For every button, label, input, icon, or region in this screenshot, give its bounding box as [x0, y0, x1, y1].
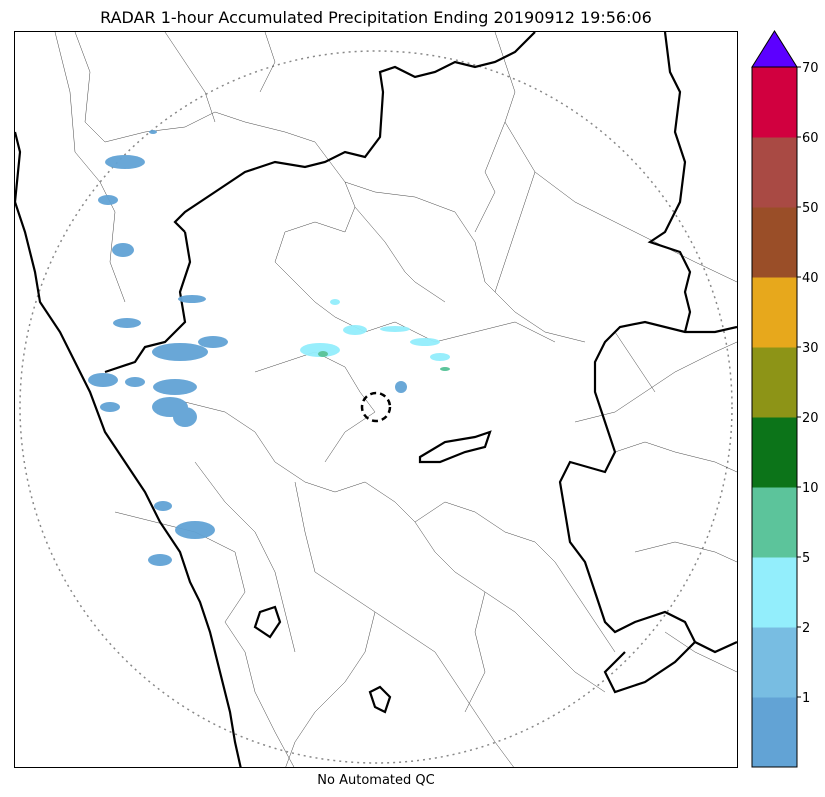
- echo-cell: [125, 377, 145, 387]
- echo-cell: [318, 351, 328, 357]
- colorbar-tick-label: 10: [802, 481, 819, 496]
- colorbar-tick-label: 70: [802, 61, 819, 76]
- echo-cell: [330, 299, 340, 305]
- colorbar-bin: [752, 67, 797, 138]
- qc-note: No Automated QC: [317, 773, 435, 788]
- colorbar: 1 2 5 10 20 30 40 50 60 70: [751, 30, 825, 771]
- echo-cell: [395, 381, 407, 393]
- colorbar-bin: [752, 137, 797, 208]
- echo-cell: [148, 554, 172, 566]
- echo-cell: [175, 521, 215, 539]
- radar-map: [14, 31, 738, 768]
- colorbar-bin: [752, 487, 797, 558]
- map-title: RADAR 1-hour Accumulated Precipitation E…: [100, 8, 652, 27]
- colorbar-bin: [752, 557, 797, 628]
- district-boundaries: [54, 32, 737, 767]
- echo-cell: [153, 379, 197, 395]
- coastline: [15, 131, 242, 767]
- state-boundaries: [15, 32, 737, 767]
- colorbar-tick-label: 50: [802, 201, 819, 216]
- precipitation-echoes: [88, 130, 407, 566]
- colorbar-canvas: 1 2 5 10 20 30 40 50 60 70: [751, 30, 819, 768]
- echo-cell: [380, 326, 410, 332]
- echo-cell: [440, 367, 450, 371]
- colorbar-tick-label: 30: [802, 341, 819, 356]
- light-echoes: [300, 299, 450, 361]
- echo-cell: [198, 336, 228, 348]
- echo-cell: [112, 243, 134, 257]
- echo-cell: [100, 402, 120, 412]
- radar-range-ring: [19, 50, 733, 764]
- colorbar-tick-label: 5: [802, 551, 810, 566]
- echo-cell: [430, 353, 450, 361]
- colorbar-tick-label: 1: [802, 691, 810, 706]
- radar-site-dashed-circle-icon: [360, 391, 392, 423]
- colorbar-bin: [752, 627, 797, 698]
- echo-cell: [300, 343, 340, 357]
- map-canvas: [15, 32, 737, 767]
- echo-cell: [152, 343, 208, 361]
- colorbar-tick-label: 60: [802, 131, 819, 146]
- colorbar-bin: [752, 277, 797, 348]
- echo-cell: [173, 407, 197, 427]
- echo-cell: [88, 373, 118, 387]
- colorbar-tick-label: 2: [802, 621, 810, 636]
- echo-cell: [105, 155, 145, 169]
- colorbar-bin: [752, 417, 797, 488]
- echo-cell: [343, 325, 367, 335]
- echo-cell: [178, 295, 206, 303]
- echo-cell: [410, 338, 440, 346]
- echo-cell: [98, 195, 118, 205]
- colorbar-bin: [752, 347, 797, 418]
- echo-cell: [149, 130, 157, 134]
- colorbar-tick-label: 40: [802, 271, 819, 286]
- triangle-up-icon: [751, 30, 798, 68]
- echo-cell: [154, 501, 172, 511]
- colorbar-tick-label: 20: [802, 411, 819, 426]
- moderate-echoes: [318, 351, 450, 371]
- colorbar-bin: [752, 207, 797, 278]
- echo-cell: [113, 318, 141, 328]
- colorbar-bin: [752, 697, 797, 768]
